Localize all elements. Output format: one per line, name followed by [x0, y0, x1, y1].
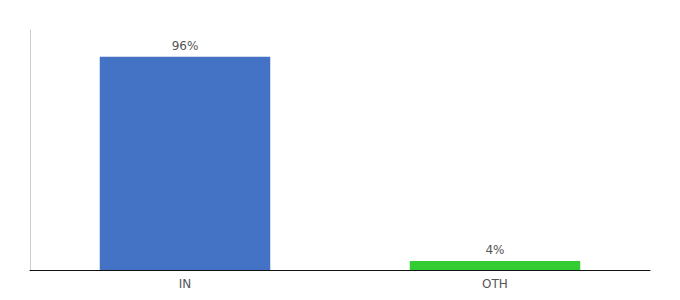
- svg-text:IN: IN: [179, 277, 192, 291]
- svg-text:4%: 4%: [485, 243, 504, 257]
- svg-text:96%: 96%: [172, 39, 199, 53]
- svg-text:OTH: OTH: [482, 277, 508, 291]
